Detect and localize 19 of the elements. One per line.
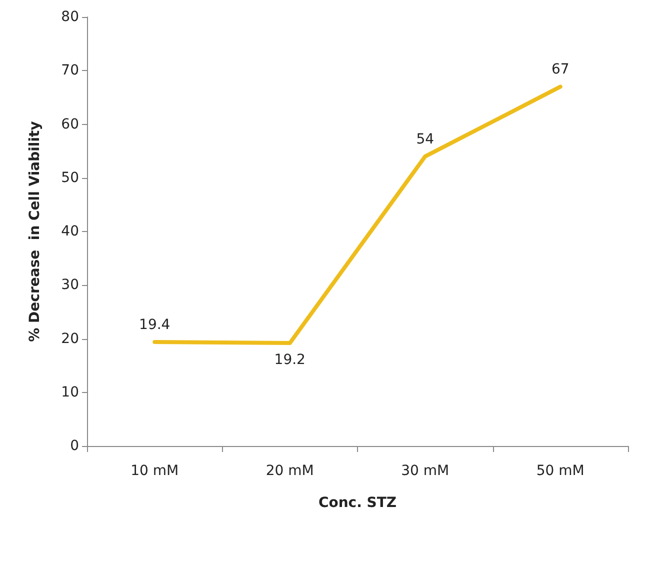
data-label: 54 <box>416 131 434 148</box>
data-label: 67 <box>551 62 570 78</box>
y-tick-label: 20 <box>61 330 79 347</box>
y-tick-label: 50 <box>61 170 79 186</box>
y-axis-title: % Decrease in Cell Viability <box>27 121 43 342</box>
y-tick-label: 80 <box>61 9 79 25</box>
x-tick-label: 30 mM <box>401 463 450 479</box>
y-tick-label: 30 <box>61 277 79 294</box>
y-tick-label: 40 <box>61 224 79 240</box>
x-axis-title: Conc. STZ <box>318 495 397 511</box>
y-tick-label: 70 <box>61 62 79 79</box>
y-tick-label: 10 <box>61 384 79 400</box>
data-label: 19.2 <box>274 352 306 368</box>
x-tick-label: 50 mM <box>536 463 584 479</box>
y-tick-label: 0 <box>70 438 79 454</box>
data-label: 19.4 <box>139 316 170 333</box>
y-tick-label: 60 <box>61 116 79 132</box>
x-tick-label: 20 mM <box>266 463 314 479</box>
x-tick-label: 10 mM <box>130 463 179 479</box>
